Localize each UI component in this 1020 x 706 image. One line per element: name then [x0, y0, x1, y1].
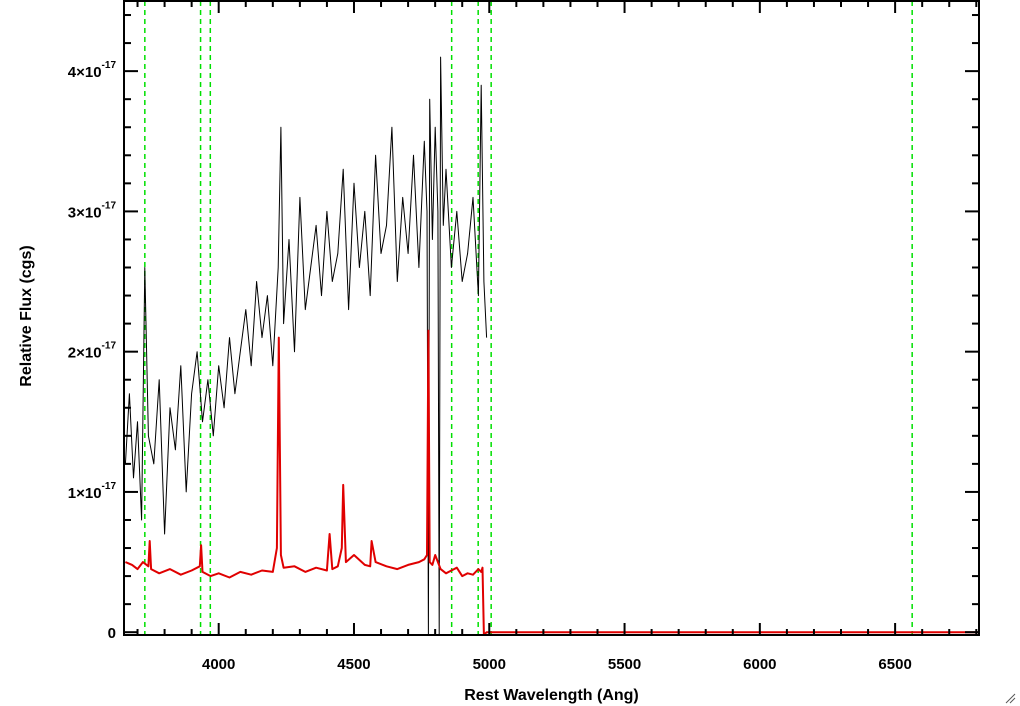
x-tick-label: 5500 — [608, 656, 641, 673]
y-tick-label: 1×10-17 — [68, 481, 117, 502]
y-tick-label: 3×10-17 — [68, 200, 117, 221]
x-tick-label: 6500 — [878, 656, 911, 673]
x-tick-label: 6000 — [743, 656, 776, 673]
x-tick-labels: 4000 4500 5000 5500 6000 6500 — [202, 656, 912, 673]
y-tick-label: 2×10-17 — [68, 341, 117, 362]
axis-ticks — [124, 1, 979, 635]
plot-frame — [123, 0, 980, 636]
emission-line-markers — [144, 1, 913, 635]
x-tick-label: 4000 — [202, 656, 235, 673]
y-tick-labels: 0 1×10-17 2×10-17 3×10-17 4×10-17 — [68, 60, 117, 642]
resize-grip-icon[interactable] — [1004, 692, 1016, 704]
x-tick-label: 4500 — [337, 656, 370, 673]
y-tick-label: 0 — [108, 625, 116, 642]
y-axis-label: Relative Flux (cgs) — [18, 245, 35, 386]
series-line-0 — [124, 56, 488, 636]
series-line-1 — [125, 329, 979, 636]
y-tick-label: 4×10-17 — [68, 60, 117, 81]
x-axis-label: Rest Wavelength (Ang) — [464, 687, 639, 704]
x-tick-label: 5000 — [473, 656, 506, 673]
series-group — [124, 56, 979, 636]
